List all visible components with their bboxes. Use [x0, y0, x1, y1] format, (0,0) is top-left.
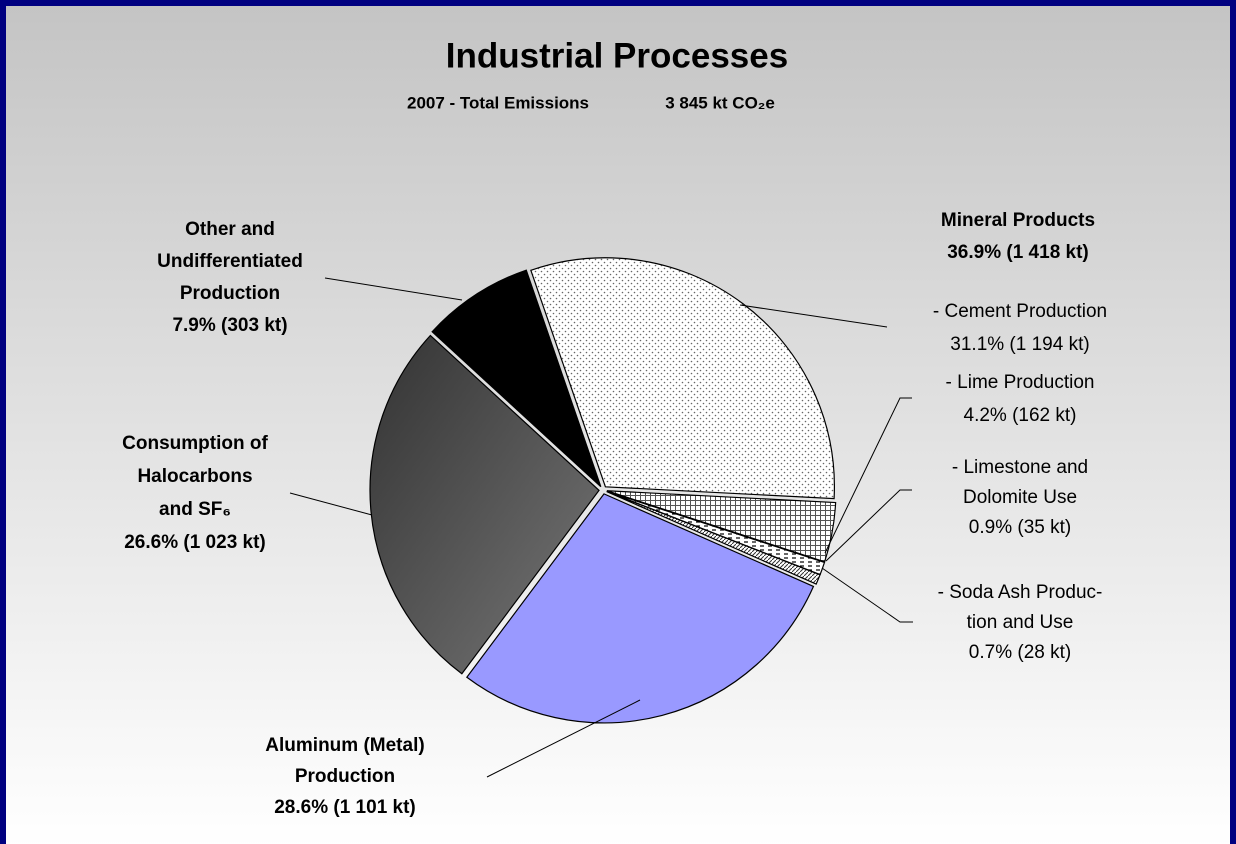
leader-line	[824, 397, 912, 554]
leader-line	[486, 699, 641, 778]
group-label: Mineral Products	[941, 210, 1095, 231]
slice-label: and SF₆	[159, 499, 231, 520]
pie-slice	[606, 490, 837, 563]
slice-label: Dolomite Use	[963, 487, 1077, 508]
slice-label: Consumption of	[122, 433, 268, 454]
slice-label: Production	[180, 283, 280, 304]
pie-slice	[369, 334, 600, 675]
slice-label: Halocarbons	[137, 466, 252, 487]
slice-label: - Cement Production	[933, 301, 1107, 322]
leader-line	[324, 277, 463, 301]
slice-label: Other and	[185, 219, 275, 240]
slice-label: - Soda Ash Produc-	[938, 582, 1103, 603]
group-value: 36.9% (1 418 kt)	[947, 242, 1089, 263]
value-label: 4.2% (162 kt)	[964, 405, 1077, 426]
leader-line	[289, 492, 373, 516]
subtitle: 3 845 kt CO₂e	[665, 93, 775, 112]
value-label: 28.6% (1 101 kt)	[274, 797, 416, 818]
value-label: 31.1% (1 194 kt)	[950, 334, 1089, 355]
leader-line	[825, 489, 912, 562]
slice-label: Production	[295, 766, 395, 787]
subtitle: 2007 - Total Emissions	[407, 93, 589, 112]
slice-label: - Limestone and	[952, 457, 1088, 478]
slice-label: Undifferentiated	[157, 251, 303, 272]
pie-slice	[465, 493, 815, 724]
value-label: 26.6% (1 023 kt)	[124, 532, 266, 553]
leader-line	[821, 567, 913, 623]
pie-slice	[431, 269, 602, 488]
slice-label: Aluminum (Metal)	[265, 735, 424, 756]
value-label: 0.9% (35 kt)	[969, 517, 1071, 538]
leader-line	[739, 304, 888, 328]
pie-slice	[530, 257, 836, 500]
slice-label: - Lime Production	[946, 372, 1095, 393]
value-label: 0.7% (28 kt)	[969, 642, 1071, 663]
slice-label: tion and Use	[967, 612, 1074, 633]
chart-title: Industrial Processes	[446, 36, 788, 75]
value-label: 7.9% (303 kt)	[172, 315, 287, 336]
pie-slice	[606, 490, 821, 585]
